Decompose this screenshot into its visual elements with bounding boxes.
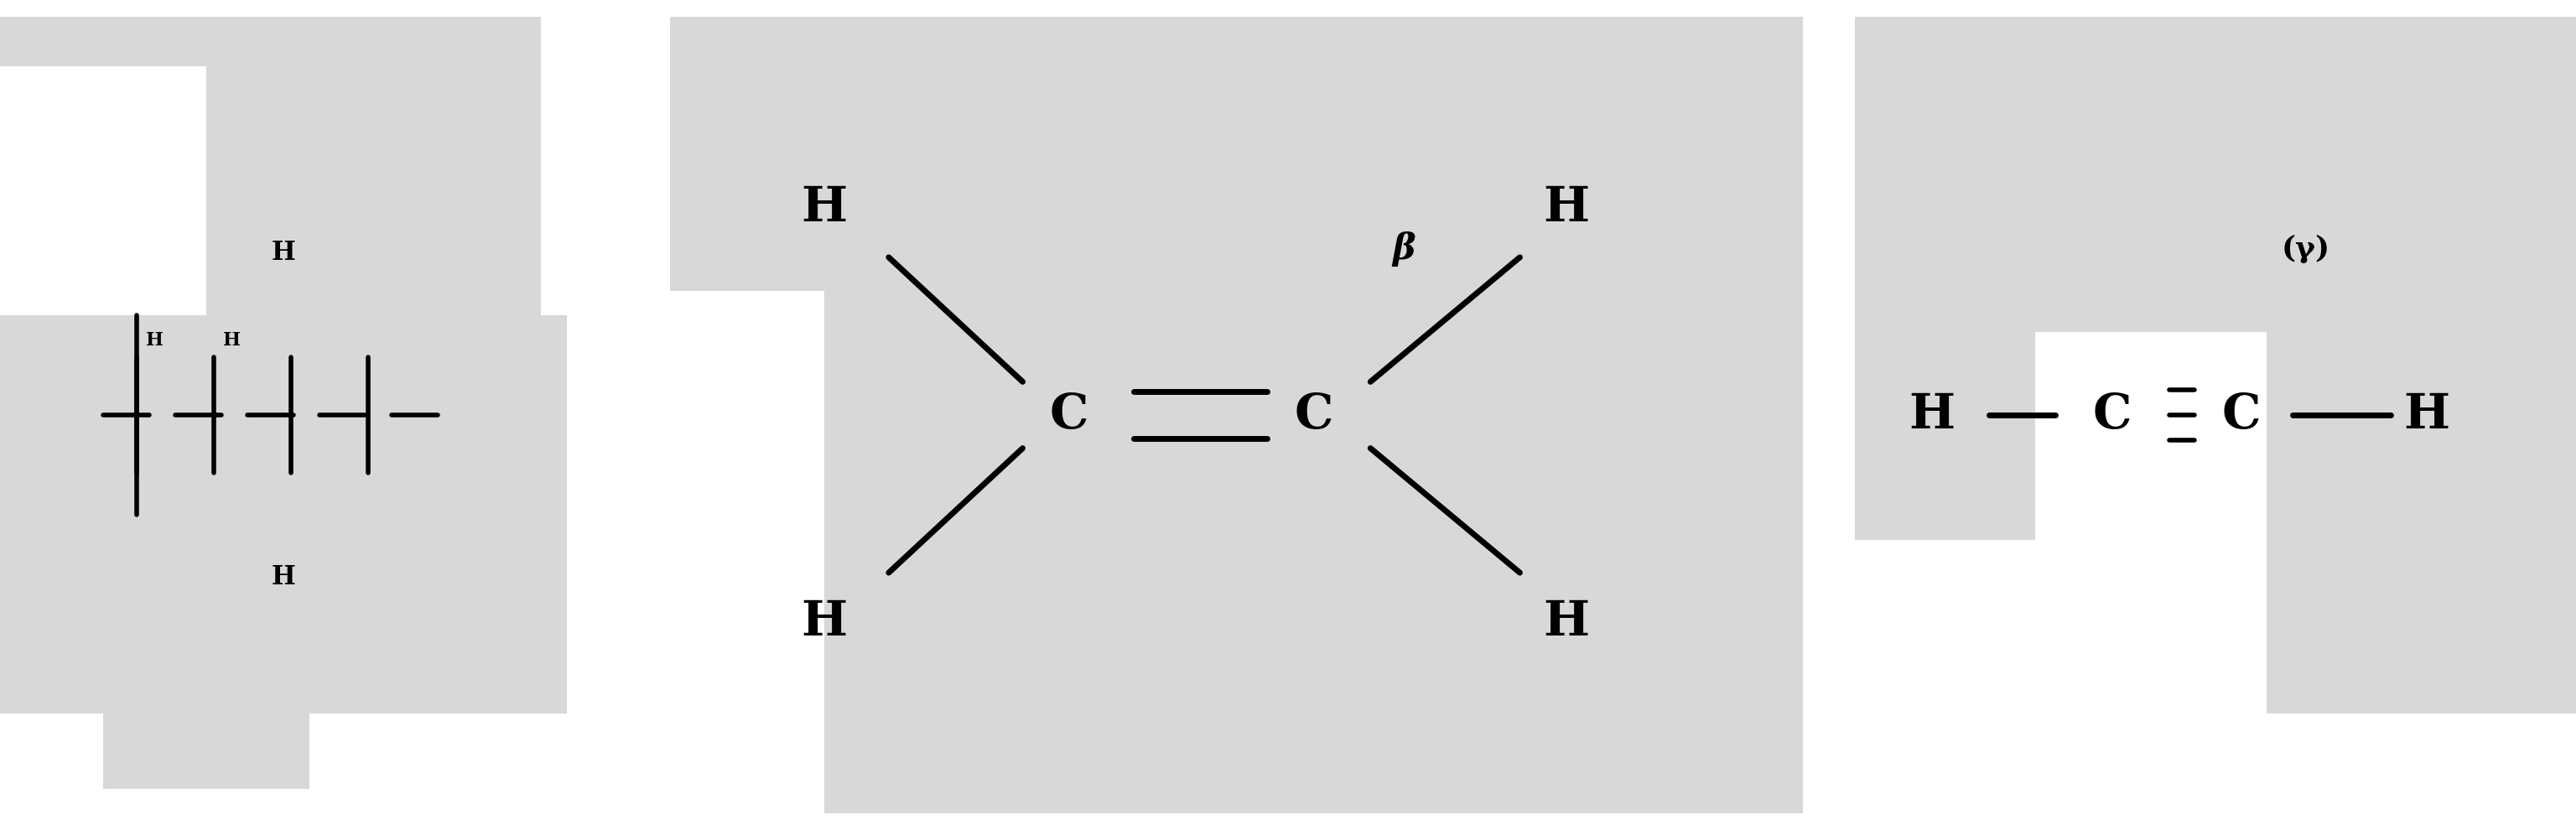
Text: C: C bbox=[2221, 392, 2262, 438]
Text: H: H bbox=[147, 331, 162, 349]
Text: H: H bbox=[1909, 392, 1955, 438]
Polygon shape bbox=[0, 315, 206, 598]
Text: H: H bbox=[1543, 599, 1589, 646]
Polygon shape bbox=[670, 17, 1803, 813]
Text: C: C bbox=[2092, 392, 2133, 438]
Polygon shape bbox=[2267, 17, 2576, 232]
Text: H: H bbox=[270, 240, 296, 266]
Text: H: H bbox=[2403, 392, 2450, 438]
Polygon shape bbox=[1855, 232, 2035, 540]
Text: H: H bbox=[270, 564, 296, 590]
Text: β: β bbox=[1394, 232, 1414, 266]
Text: H: H bbox=[1543, 184, 1589, 231]
Text: H: H bbox=[801, 599, 848, 646]
Polygon shape bbox=[0, 315, 567, 714]
Text: H: H bbox=[801, 184, 848, 231]
Polygon shape bbox=[1855, 232, 2576, 332]
Polygon shape bbox=[2267, 232, 2576, 714]
Text: C: C bbox=[1293, 392, 1334, 438]
Polygon shape bbox=[670, 290, 824, 813]
Text: (γ): (γ) bbox=[2282, 235, 2329, 263]
Polygon shape bbox=[1855, 17, 2267, 232]
Text: H: H bbox=[224, 331, 240, 349]
Polygon shape bbox=[0, 17, 541, 315]
Polygon shape bbox=[103, 681, 309, 788]
Text: C: C bbox=[1048, 392, 1090, 438]
